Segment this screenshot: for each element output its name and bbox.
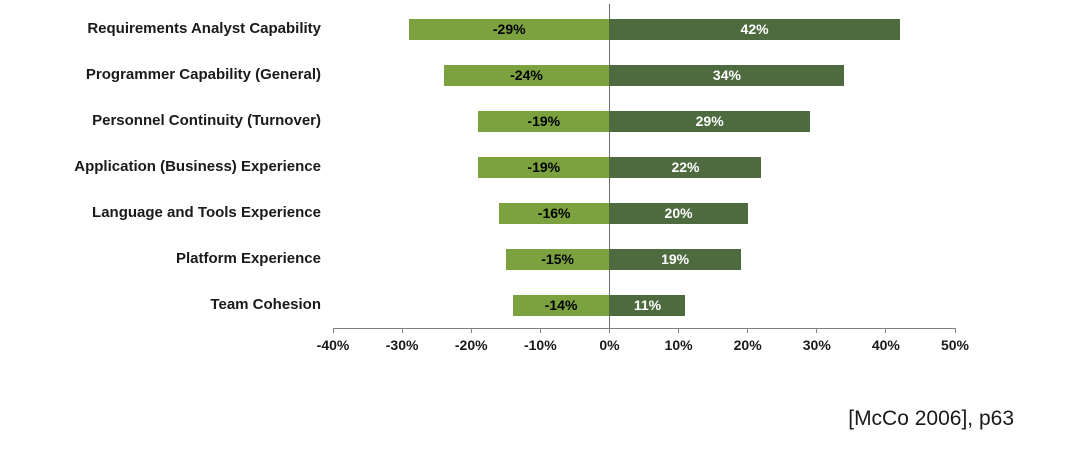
x-axis-tick [885,328,887,333]
positive-bar: 42% [609,18,900,40]
x-axis-tick [332,328,334,333]
x-axis-tick-label: 30% [802,337,831,353]
negative-bar: -16% [498,202,610,224]
x-axis-tick [401,328,403,333]
category-label: Requirements Analyst Capability [87,20,321,37]
category-label: Personnel Continuity (Turnover) [92,112,321,129]
x-axis-tick-label: -20% [454,337,488,353]
category-label: Application (Business) Experience [74,158,321,175]
negative-bar: -19% [478,110,610,132]
x-axis-tick [678,328,680,333]
x-axis-tick [954,328,956,333]
negative-bar: -15% [505,248,610,270]
negative-bar: -14% [512,294,610,316]
x-axis-tick-label: 20% [733,337,762,353]
x-axis-tick-label: 50% [940,337,970,353]
x-axis-tick [608,328,610,333]
x-axis-tick [816,328,818,333]
x-axis-tick-label: -30% [385,337,419,353]
negative-bar: -24% [443,64,610,86]
positive-bar: 29% [609,110,810,132]
x-axis-tick-label: -40% [316,337,350,353]
x-axis-tick [470,328,472,333]
positive-bar: 34% [609,64,845,86]
positive-bar: 19% [609,248,741,270]
negative-bar: -29% [409,18,610,40]
x-axis-tick [539,328,541,333]
x-axis-line [333,328,955,329]
x-axis-tick-label: 0% [599,337,620,353]
negative-bar: -19% [478,156,610,178]
x-axis-tick [747,328,749,333]
x-axis-tick-label: -10% [523,337,557,353]
x-axis-tick-label: 10% [664,337,693,353]
positive-bar: 11% [609,294,686,316]
category-label: Team Cohesion [210,296,321,313]
positive-bar: 22% [609,156,762,178]
category-label: Programmer Capability (General) [85,66,321,83]
x-axis-tick-label: 40% [871,337,900,353]
source-citation: [McCo 2006], p63 [848,407,1014,430]
positive-bar: 20% [609,202,748,224]
category-label: Language and Tools Experience [92,204,321,221]
category-label: Platform Experience [175,250,321,267]
diverging-bar-chart: Requirements Analyst Capability -29% 42% Pr… [74,4,970,353]
